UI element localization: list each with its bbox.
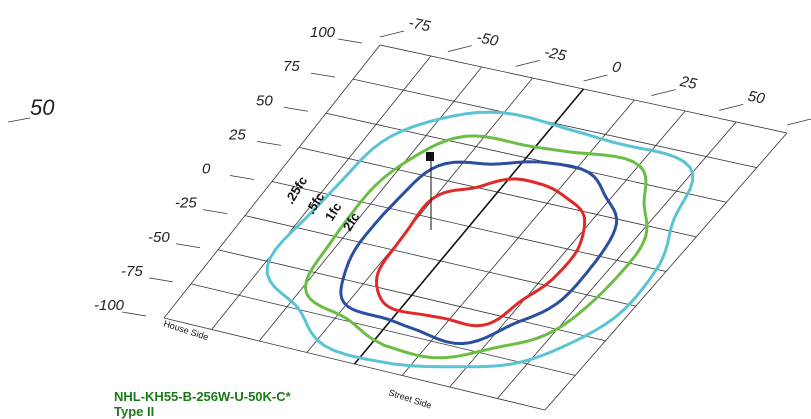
x-tick-label: -75 bbox=[407, 14, 432, 35]
x-tick-mark bbox=[379, 30, 405, 38]
y-tick-label: -100 bbox=[94, 297, 125, 314]
extra-tick-label: 50 bbox=[30, 95, 55, 120]
x-tick-mark bbox=[515, 59, 540, 67]
product-model: NHL-KH55-B-256W-U-50K-C* bbox=[114, 389, 291, 404]
contour-label: .25fc bbox=[282, 174, 310, 207]
y-tick-label: 50 bbox=[256, 92, 273, 109]
product-type: Type II bbox=[114, 404, 155, 419]
x-tick-label: 50 bbox=[746, 88, 766, 108]
y-tick-label: 75 bbox=[283, 58, 300, 75]
y-tick-label: 25 bbox=[228, 126, 246, 143]
contour-line bbox=[375, 177, 587, 328]
y-tick-mark bbox=[337, 38, 363, 44]
contour-group bbox=[265, 110, 695, 369]
y-tick-mark bbox=[121, 311, 147, 317]
x-tick-label: 0 bbox=[611, 58, 623, 76]
axis-ticks: -75-50-2502550751007550250-25-50-75-100 bbox=[7, 14, 811, 317]
x-tick-mark bbox=[651, 89, 676, 97]
x-tick-mark bbox=[786, 118, 811, 126]
x-tick-mark bbox=[447, 45, 472, 53]
luminaire-pole bbox=[426, 152, 434, 230]
contour-line bbox=[339, 160, 619, 346]
center-line bbox=[353, 88, 585, 365]
x-tick-label: 25 bbox=[678, 73, 699, 93]
street-side-label: Street Side bbox=[387, 387, 432, 410]
y-tick-label: 100 bbox=[310, 24, 336, 41]
y-tick-mark bbox=[175, 243, 201, 249]
contour-line bbox=[265, 110, 695, 369]
luminaire-icon bbox=[426, 152, 434, 161]
contour-line bbox=[303, 134, 649, 360]
y-tick-mark bbox=[148, 277, 174, 283]
y-tick-mark bbox=[310, 72, 336, 78]
y-tick-label: -25 bbox=[175, 195, 197, 212]
x-tick-label: -25 bbox=[543, 44, 568, 65]
x-tick-label: -50 bbox=[475, 29, 500, 50]
x-tick-mark bbox=[583, 74, 608, 82]
contour-label: 1fc bbox=[322, 200, 345, 224]
y-tick-mark bbox=[202, 209, 228, 215]
y-tick-label: -75 bbox=[121, 263, 143, 280]
y-tick-label: -50 bbox=[148, 229, 170, 246]
y-tick-mark bbox=[283, 106, 309, 112]
contour-label: 2fc bbox=[340, 210, 363, 234]
y-tick-label: 0 bbox=[202, 161, 211, 178]
extra-tick-mark bbox=[7, 117, 31, 123]
x-tick-mark bbox=[719, 103, 744, 111]
y-tick-mark bbox=[256, 140, 282, 146]
y-tick-mark bbox=[229, 175, 255, 180]
house-side-label: House Side bbox=[162, 318, 209, 342]
